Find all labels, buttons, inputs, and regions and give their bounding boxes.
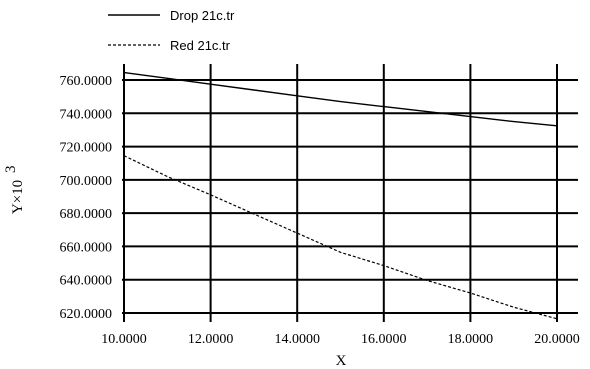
y-axis-label-exponent: 3 bbox=[3, 166, 19, 174]
y-tick-label: 640.0000 bbox=[60, 274, 113, 289]
y-tick-label: 680.0000 bbox=[60, 207, 113, 222]
series-line-red bbox=[123, 155, 558, 320]
x-tick-label: 12.0000 bbox=[188, 332, 234, 347]
y-tick-label: 720.0000 bbox=[60, 141, 113, 156]
series-lines bbox=[123, 71, 558, 320]
x-tick-label: 16.0000 bbox=[361, 332, 407, 347]
legend-label-red: Red 21c.tr bbox=[170, 38, 231, 53]
y-axis-label: Y×10 bbox=[10, 180, 26, 214]
series-line-drop bbox=[123, 71, 558, 127]
x-tick-label: 18.0000 bbox=[448, 332, 494, 347]
x-axis-label: X bbox=[336, 353, 347, 369]
y-tick-label: 760.0000 bbox=[60, 74, 113, 89]
y-tick-label: 700.0000 bbox=[60, 174, 113, 189]
y-tick-label: 740.0000 bbox=[60, 107, 113, 122]
x-tick-label: 14.0000 bbox=[274, 332, 320, 347]
x-tick-label: 20.0000 bbox=[534, 332, 580, 347]
y-tick-label: 660.0000 bbox=[60, 240, 113, 255]
legend-label-drop: Drop 21c.tr bbox=[170, 8, 235, 23]
y-axis-ticks: 620.0000 640.0000 660.0000 680.0000 700.0000… bbox=[60, 74, 113, 322]
legend: Drop 21c.tr Red 21c.tr bbox=[108, 8, 235, 53]
y-tick-label: 620.0000 bbox=[60, 307, 113, 322]
x-tick-label: 10.0000 bbox=[101, 332, 147, 347]
x-axis-ticks: 10.0000 12.0000 14.0000 16.0000 18.0000 20.00… bbox=[101, 332, 580, 347]
y-axis-label-group: Y×10 3 bbox=[3, 166, 26, 215]
